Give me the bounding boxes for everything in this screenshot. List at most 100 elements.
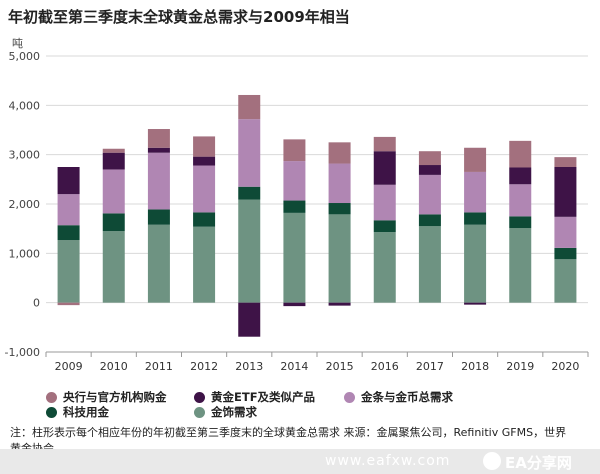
- bar-segment-2016-2: [373, 184, 396, 221]
- legend-item-bar-coin: 金条与金币总需求: [344, 389, 453, 405]
- bar-segment-2020-0: [554, 259, 577, 303]
- bar-segment-2017-0: [418, 226, 441, 303]
- legend-label-jewellery: 金饰需求: [211, 405, 257, 419]
- legend-label-bar-coin: 金条与金币总需求: [361, 390, 453, 404]
- bar-segment-2014-0: [283, 212, 306, 303]
- bar-segment-2015-2: [328, 163, 351, 204]
- bar-segment-2015-4: [328, 142, 351, 164]
- legend-item-etf: 黄金ETF及类似产品: [194, 389, 315, 405]
- stacked-bar-chart: -1,000 0 1,000 2,000 3,000 4,000 5,000 2009 2010…: [5, 50, 589, 373]
- bar-segment-2009-2: [57, 194, 80, 226]
- legend-swatch-jewellery: [194, 406, 205, 418]
- x-tick-label-2018: 2018: [461, 360, 489, 373]
- legend-swatch-etf: [194, 391, 205, 403]
- bar-segment-2017-4: [418, 151, 441, 166]
- bar-segment-2012-2: [193, 165, 216, 213]
- x-tick-label-2013: 2013: [235, 360, 263, 373]
- bar-segment-2017-2: [418, 174, 441, 215]
- legend-label-central-banks: 央行与官方机构购金: [63, 390, 167, 404]
- bar-segment-2016-0: [373, 232, 396, 303]
- x-tick-label-2009: 2009: [55, 360, 83, 373]
- legend-swatch-technology: [46, 406, 57, 418]
- bar-segment-2010-3: [102, 152, 125, 170]
- y-tick-label: 3,000: [9, 149, 41, 162]
- bar-segment-2011-3: [147, 147, 170, 153]
- bar-segment-2009-3: [57, 167, 80, 195]
- bar-segment-2020-3: [554, 167, 577, 217]
- bar-segment-2019-4: [509, 140, 532, 168]
- legend-item-technology: 科技用金: [46, 404, 109, 420]
- bar-segment-2011-1: [147, 209, 170, 225]
- bar-segment-2015-0: [328, 214, 351, 303]
- bar-segment-2017-3: [418, 165, 441, 175]
- x-tick-label-2014: 2014: [280, 360, 308, 373]
- x-tick-label-2020: 2020: [551, 360, 579, 373]
- bar-segment-2017-1: [418, 214, 441, 227]
- bar-segment-2012-0: [193, 226, 216, 303]
- y-tick-label: 2,000: [9, 198, 41, 211]
- y-tick-label: 5,000: [9, 50, 41, 63]
- bar-segment-2010-4: [102, 148, 125, 153]
- bar-segment-2016-4: [373, 136, 396, 152]
- legend-item-jewellery: 金饰需求: [194, 404, 257, 420]
- x-tick-label-2010: 2010: [100, 360, 128, 373]
- bar-segment-2014-2: [283, 161, 306, 201]
- bar-segment-2018-1: [464, 212, 487, 225]
- bar-segment-2015-1: [328, 203, 351, 215]
- bar-segment-2020-1: [554, 247, 577, 260]
- bar-segment-2020-2: [554, 216, 577, 248]
- bar-segment-2019-0: [509, 228, 532, 303]
- x-tick-label-2016: 2016: [371, 360, 399, 373]
- chart-title: 年初截至第三季度末全球黄金总需求与2009年相当: [8, 8, 350, 26]
- bar-segment-2015-3: [328, 302, 351, 306]
- bar-segment-2010-0: [102, 231, 125, 303]
- bar-segment-2019-2: [509, 184, 532, 217]
- y-tick-label: 4,000: [9, 99, 41, 112]
- bar-segment-2011-4: [147, 129, 170, 148]
- y-tick-label: 1,000: [9, 247, 41, 260]
- bar-segment-2013-2: [238, 119, 261, 187]
- bar-segment-2018-extra: [464, 302, 487, 305]
- bar-segment-2011-0: [147, 224, 170, 303]
- bar-segment-2020-4: [554, 157, 577, 167]
- bar-segment-2009-0: [57, 240, 80, 303]
- bar-segment-2016-3: [373, 151, 396, 185]
- bar-segment-2013-4: [238, 94, 261, 120]
- x-tick-label-2015: 2015: [326, 360, 354, 373]
- bar-segment-2019-3: [509, 167, 532, 185]
- bar-segment-2018-4: [464, 147, 487, 172]
- legend-item-central-banks: 央行与官方机构购金: [46, 389, 167, 405]
- x-tick-label-2019: 2019: [506, 360, 534, 373]
- watermark-brand: EA分享网: [505, 454, 572, 472]
- bar-segment-2016-1: [373, 220, 396, 233]
- legend-swatch-bar-coin: [344, 391, 355, 403]
- bar-segment-2014-3: [283, 302, 306, 307]
- legend-swatch-central-banks: [46, 391, 57, 403]
- x-tick-label-2017: 2017: [416, 360, 444, 373]
- bar-segment-2011-2: [147, 152, 170, 210]
- y-tick-label: 0: [33, 297, 40, 310]
- bar-segment-2012-1: [193, 212, 216, 227]
- bar-segment-2013-1: [238, 186, 261, 200]
- bar-segment-2012-3: [193, 156, 216, 166]
- y-axis-unit-label: 吨: [12, 37, 23, 50]
- x-tick-label-2011: 2011: [145, 360, 173, 373]
- y-tick-label: -1,000: [5, 346, 40, 359]
- bar-segment-2012-4: [193, 136, 216, 157]
- watermark-bar: www.eafxw.com EA分享网: [0, 449, 600, 474]
- bar-segment-2009-4: [57, 302, 80, 306]
- legend-label-etf: 黄金ETF及类似产品: [211, 390, 316, 404]
- bar-segment-2010-2: [102, 169, 125, 214]
- watermark-site: www.eafxw.com: [325, 453, 451, 469]
- x-tick-label-2012: 2012: [190, 360, 218, 373]
- bar-segment-2018-2: [464, 171, 487, 213]
- bar-segment-2010-1: [102, 213, 125, 232]
- bar-segment-2013-0: [238, 199, 261, 303]
- bar-segment-2013-3: [238, 302, 261, 337]
- bar-segment-2019-1: [509, 216, 532, 229]
- ea-logo-icon: [483, 452, 501, 470]
- bar-segment-2018-0: [464, 224, 487, 303]
- bar-segment-2014-1: [283, 200, 306, 213]
- bar-segment-2009-1: [57, 225, 80, 241]
- bar-segment-2014-4: [283, 139, 306, 162]
